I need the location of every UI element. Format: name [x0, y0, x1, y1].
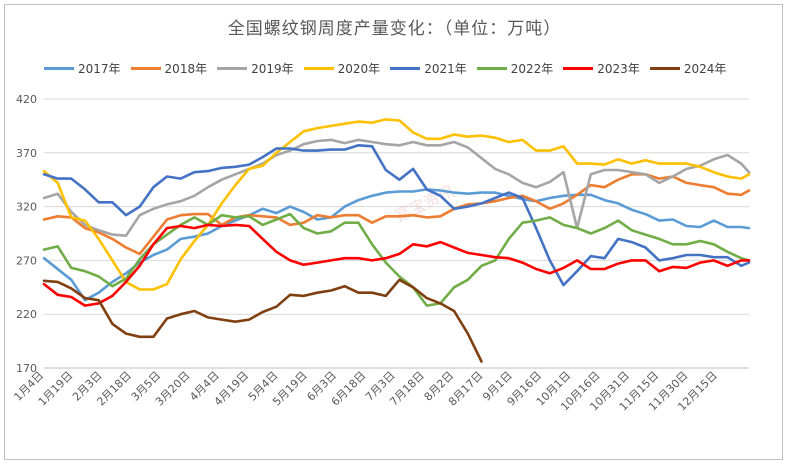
legend-swatch: [130, 67, 161, 70]
series-line-2023年: [42, 223, 751, 307]
legend-label: 2023年: [597, 62, 640, 76]
chart-title: 全国螺纹钢周度产量变化：（单位：万吨）: [227, 19, 562, 39]
legend-swatch: [649, 67, 680, 70]
legend-item: 2024年: [649, 60, 727, 77]
legend-label: 2017年: [78, 62, 121, 76]
y-tick-label: 370: [16, 147, 37, 160]
legend-label: 2020年: [337, 62, 381, 76]
legend-item: 2020年: [303, 60, 381, 77]
legend: 2017年 2018年 2019年 2020年 2021年 2022年 2023年 2024年: [44, 60, 726, 77]
y-tick-label: 320: [16, 201, 37, 214]
legend-item: 2018年: [130, 60, 208, 77]
y-axis-ticks: 170 220 270 320 370 420: [16, 93, 37, 375]
x-axis-ticks: 1月4日1月19日2月3日2月18日3月5日3月20日4月4日4月19日5月4日…: [11, 369, 719, 414]
series-line-2022年: [42, 212, 751, 307]
legend-item: 2019年: [217, 60, 294, 77]
legend-label: 2021年: [424, 62, 467, 76]
legend-label: 2022年: [510, 62, 554, 76]
series-lines: [42, 118, 751, 363]
legend-item: 2022年: [476, 60, 554, 77]
legend-swatch: [44, 67, 74, 70]
y-tick-label: 420: [16, 93, 37, 106]
legend-label: 2018年: [164, 62, 208, 76]
legend-swatch: [390, 67, 421, 70]
series-line-2019年: [42, 138, 751, 237]
series-line-2018年: [42, 173, 751, 256]
series-line-2024年: [42, 278, 483, 363]
y-tick-label: 170: [16, 362, 37, 375]
legend-swatch: [476, 67, 507, 70]
y-tick-label: 270: [16, 254, 37, 267]
series-line-2021年: [42, 144, 751, 287]
legend-label: 2024年: [683, 62, 727, 76]
legend-swatch: [563, 67, 594, 70]
legend-swatch: [303, 67, 334, 70]
chart-frame: [4, 4, 783, 460]
legend-label: 2019年: [251, 62, 294, 76]
series-line-2020年: [42, 118, 751, 291]
legend-item: 2021年: [390, 60, 467, 77]
y-tick-label: 220: [16, 308, 37, 321]
legend-swatch: [217, 67, 248, 70]
legend-item: 2017年: [44, 60, 121, 77]
series-line-2017年: [42, 188, 751, 302]
legend-item: 2023年: [563, 60, 640, 77]
